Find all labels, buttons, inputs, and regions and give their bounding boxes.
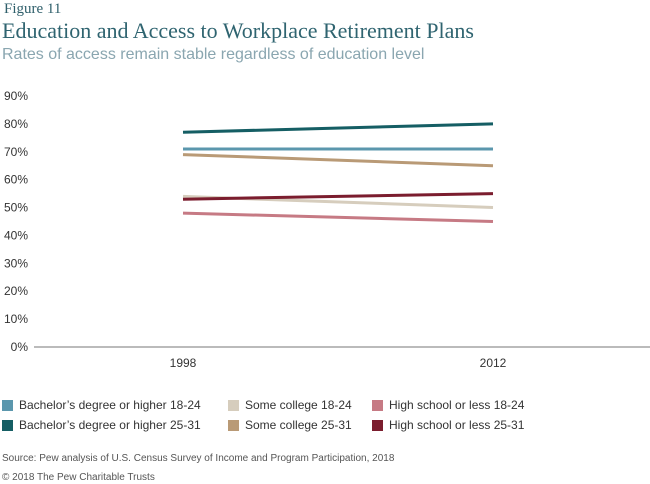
legend-item: High school or less 18-24 <box>372 398 524 412</box>
x-tick-label: 1998 <box>170 356 197 370</box>
legend-label: Some college 25-31 <box>245 418 352 432</box>
legend-swatch <box>2 399 13 411</box>
y-tick-label: 90% <box>4 89 28 103</box>
legend-label: Bachelor’s degree or higher 25-31 <box>19 418 201 432</box>
legend-swatch <box>228 399 239 411</box>
legend-label: High school or less 25-31 <box>389 418 525 432</box>
chart-subtitle: Rates of access remain stable regardless… <box>2 46 425 63</box>
series-line-6 <box>182 192 494 201</box>
y-tick-label: 80% <box>4 117 28 131</box>
figure-label: Figure 11 <box>4 1 62 17</box>
legend-item: Bachelor’s degree or higher 25-31 <box>2 418 201 432</box>
y-tick-label: 30% <box>4 256 28 270</box>
y-tick-label: 60% <box>4 173 28 187</box>
y-tick-label: 20% <box>4 284 28 298</box>
legend-swatch <box>372 419 383 431</box>
legend-item: Some college 18-24 <box>228 398 352 412</box>
series-line-2 <box>182 122 494 134</box>
series-line-5 <box>182 211 494 223</box>
x-tick-label: 2012 <box>480 356 507 370</box>
copyright-note: © 2018 The Pew Charitable Trusts <box>2 472 155 483</box>
legend-swatch <box>2 419 13 431</box>
legend-label: Bachelor’s degree or higher 18-24 <box>19 398 201 412</box>
legend-swatch <box>228 419 239 431</box>
series-line-4 <box>182 153 494 168</box>
legend-item: Bachelor’s degree or higher 18-24 <box>2 398 201 412</box>
y-tick-label: 10% <box>4 312 28 326</box>
y-tick-label: 50% <box>4 201 28 215</box>
chart-title: Education and Access to Workplace Retire… <box>2 18 474 43</box>
legend-label: Some college 18-24 <box>245 398 352 412</box>
legend-item: Some college 25-31 <box>228 418 352 432</box>
y-tick-label: 40% <box>4 228 28 242</box>
line-chart: 0% 10% 20% 30% 40% 50% 60% 70% 80% 90% 1998 2012 <box>4 89 650 370</box>
y-tick-label: 70% <box>4 145 28 159</box>
legend-label: High school or less 18-24 <box>389 398 525 412</box>
legend-item: High school or less 25-31 <box>372 418 524 432</box>
legend-swatch <box>372 399 383 411</box>
source-note: Source: Pew analysis of U.S. Census Surv… <box>2 453 395 464</box>
chart-legend: Bachelor’s degree or higher 18-24 Some co… <box>0 398 650 438</box>
y-tick-label: 0% <box>11 340 29 354</box>
